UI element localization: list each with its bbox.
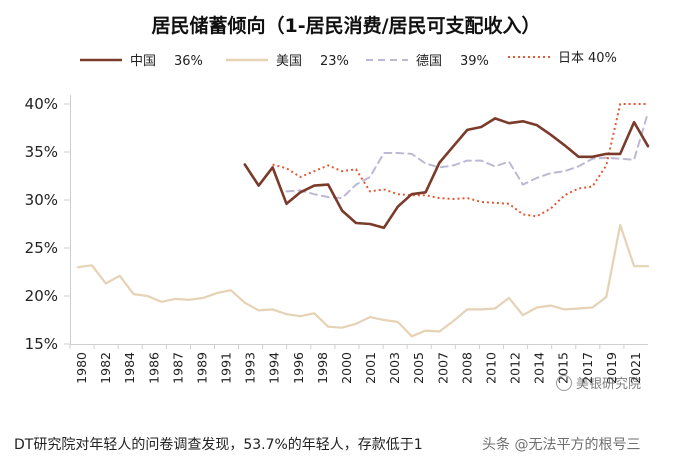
y-tick-label: 40% (25, 95, 58, 113)
chart-title: 居民储蓄倾向（1-居民消费/居民可支配收入） (151, 14, 540, 37)
caption: DT研究院对年轻人的问卷调查发现，53.7%的年轻人，存款低于1 (14, 437, 423, 453)
series-line-中国 (243, 117, 650, 230)
x-tick-label: 1989 (194, 352, 209, 384)
legend-label: 日本 (558, 51, 584, 66)
x-tick-label: 1998 (315, 352, 330, 384)
x-tick-label: 2005 (411, 352, 426, 384)
x-tick-label: 2000 (339, 352, 354, 384)
x-tick-label: 2014 (532, 352, 547, 384)
legend-label: 德国 (416, 54, 442, 69)
legend: 中国 36% 美国 23% 德国 39% 日本 40% (80, 51, 617, 69)
legend-value: 36% (174, 54, 203, 69)
x-tick-label: 2017 (580, 352, 595, 384)
x-tick-label: 2007 (435, 352, 450, 384)
y-ticks: 40% 35% 30% 25% 20% 15% (25, 95, 70, 353)
x-tick-label: 2010 (483, 352, 498, 384)
x-tick-label: 2021 (628, 352, 643, 384)
series-lines (76, 103, 650, 338)
x-tick-label: 1994 (267, 352, 282, 384)
legend-value: 23% (320, 54, 349, 69)
watermark: 美银研究院 (556, 373, 641, 392)
x-tick-label: 1991 (219, 352, 234, 384)
series-line-日本 (272, 103, 648, 218)
series-line-美国 (76, 223, 650, 338)
legend-label: 美国 (276, 54, 302, 69)
watermark-text: 美银研究院 (576, 377, 642, 392)
legend-label: 中国 (130, 54, 156, 69)
legend-value: 39% (460, 54, 489, 69)
x-tick-label: 2019 (604, 352, 619, 384)
x-ticks: 1980 1982 1984 1986 1987 1989 1991 1993 1994 1996… (69, 344, 643, 384)
caption-overlay: 头条 @无法平方的根号三 (482, 437, 641, 453)
y-tick-label: 25% (25, 239, 58, 257)
x-tick-label: 2012 (508, 352, 523, 384)
y-tick-label: 35% (25, 143, 58, 161)
x-tick-label: 1984 (122, 352, 137, 384)
y-tick-label: 20% (25, 287, 58, 305)
axes (70, 95, 648, 345)
wechat-icon (556, 375, 572, 391)
series-line-德国 (285, 111, 649, 200)
x-tick-label: 2008 (459, 352, 474, 384)
x-tick-label: 1982 (98, 352, 113, 384)
x-tick-label: 2003 (387, 352, 402, 384)
legend-value: 40% (588, 51, 617, 66)
x-tick-label: 1996 (291, 352, 306, 384)
x-tick-label: 1993 (243, 352, 258, 384)
y-tick-label: 15% (25, 335, 58, 353)
x-tick-label: 1986 (146, 352, 161, 384)
x-tick-label: 1987 (170, 352, 185, 384)
x-tick-label: 2001 (363, 352, 378, 384)
x-tick-label: 1980 (74, 352, 89, 384)
y-tick-label: 30% (25, 191, 58, 209)
